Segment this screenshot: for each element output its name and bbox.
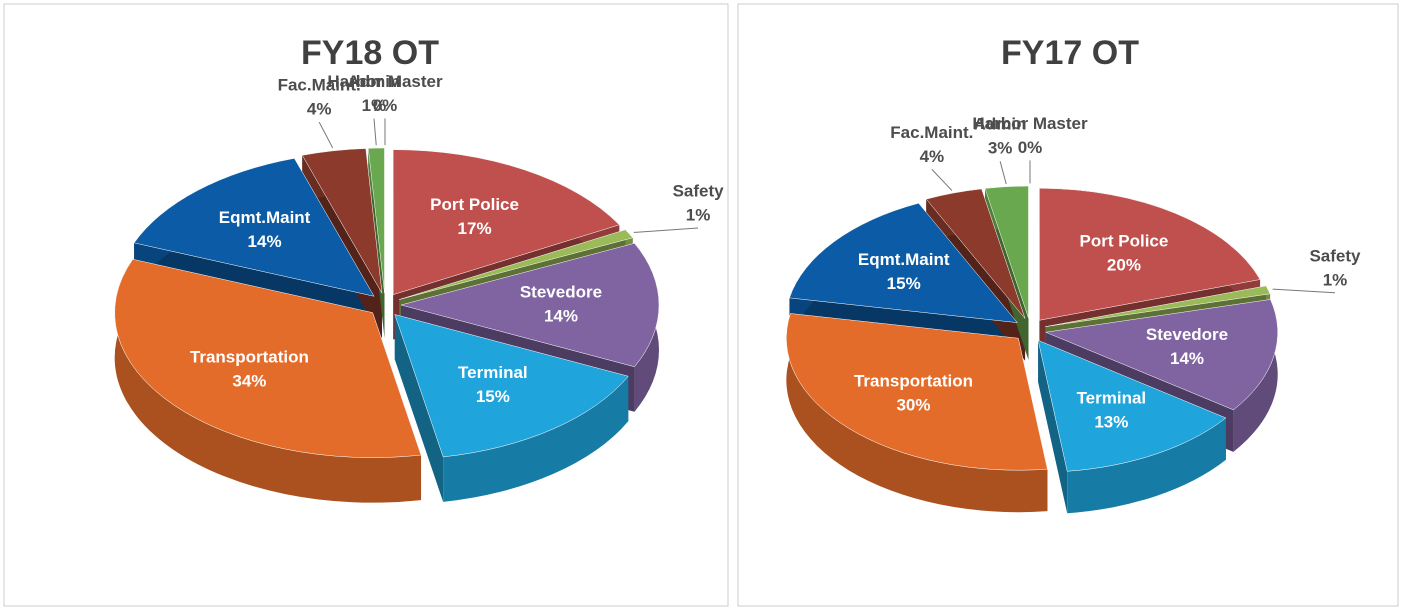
slice-label: Eqmt.Maint (219, 208, 311, 227)
slice-label: Terminal (1077, 388, 1147, 407)
slice-label: Stevedore (520, 282, 602, 301)
slice-label: Transportation (854, 372, 973, 391)
slice-label: Port Police (430, 195, 519, 214)
slice (392, 149, 620, 296)
leader-line (633, 227, 699, 233)
slice-value: 15% (887, 274, 921, 293)
slice-value: 1% (686, 205, 711, 224)
leader-line (931, 169, 953, 191)
slice-value: 30% (896, 396, 930, 415)
slice-value: 13% (1094, 412, 1128, 431)
slice-side (394, 314, 444, 502)
slice-value: 15% (476, 387, 510, 406)
slice (368, 147, 385, 294)
slice-label: Fac.Maint. (890, 123, 973, 142)
slice-label: Admin (348, 72, 401, 91)
slice-label: Harbor Master (972, 114, 1088, 133)
leader-line (999, 161, 1007, 185)
slice-side (443, 376, 629, 502)
slice-label: Port Police (1080, 232, 1169, 251)
slice-value: 14% (544, 306, 578, 325)
leader-line (1272, 288, 1336, 294)
slice-side (786, 313, 1048, 513)
slice-value: 20% (1107, 256, 1141, 275)
slice (394, 314, 629, 458)
slice (1044, 299, 1278, 411)
slice-value: 1% (362, 96, 387, 115)
slice (789, 202, 1018, 323)
slice-label: Fac.Maint. (278, 76, 361, 95)
slice-value: 14% (1170, 349, 1204, 368)
slice-value: 1% (1323, 270, 1348, 289)
slice-value: 4% (920, 147, 945, 166)
slice-value: 17% (458, 219, 492, 238)
slice (114, 258, 422, 458)
slice-label: Stevedore (1146, 325, 1228, 344)
slice (1039, 188, 1261, 321)
slice-side (1233, 299, 1278, 452)
slice-label: Admin (974, 115, 1027, 134)
slice-side (1038, 340, 1068, 514)
slice-label: Harbor Master (327, 72, 443, 91)
slice (984, 185, 1029, 319)
slice (1045, 285, 1271, 327)
slice-value: 0% (373, 96, 398, 115)
slice (786, 313, 1048, 471)
slice-side (1067, 417, 1226, 514)
slice-value: 4% (307, 100, 332, 119)
slice (133, 158, 375, 297)
slice-value: 34% (232, 371, 266, 390)
slice-side (114, 259, 422, 503)
slice (400, 242, 660, 368)
leader-line (373, 118, 377, 146)
slice-label: Eqmt.Maint (858, 250, 950, 269)
slice-label: Safety (673, 181, 725, 200)
chart-title: FY18 OT (301, 34, 439, 72)
slice (1037, 339, 1227, 472)
slice-label: Terminal (458, 363, 528, 382)
leader-line (318, 121, 334, 149)
slice-value: 0% (1018, 138, 1043, 157)
slice (301, 148, 383, 294)
slice-label: Safety (1309, 246, 1361, 265)
slice (925, 188, 1026, 319)
chart-title: FY17 OT (1001, 34, 1139, 72)
slice-value: 3% (988, 139, 1013, 158)
slice-value: 14% (248, 232, 282, 251)
slice-label: Transportation (190, 347, 309, 366)
slice (399, 229, 634, 300)
